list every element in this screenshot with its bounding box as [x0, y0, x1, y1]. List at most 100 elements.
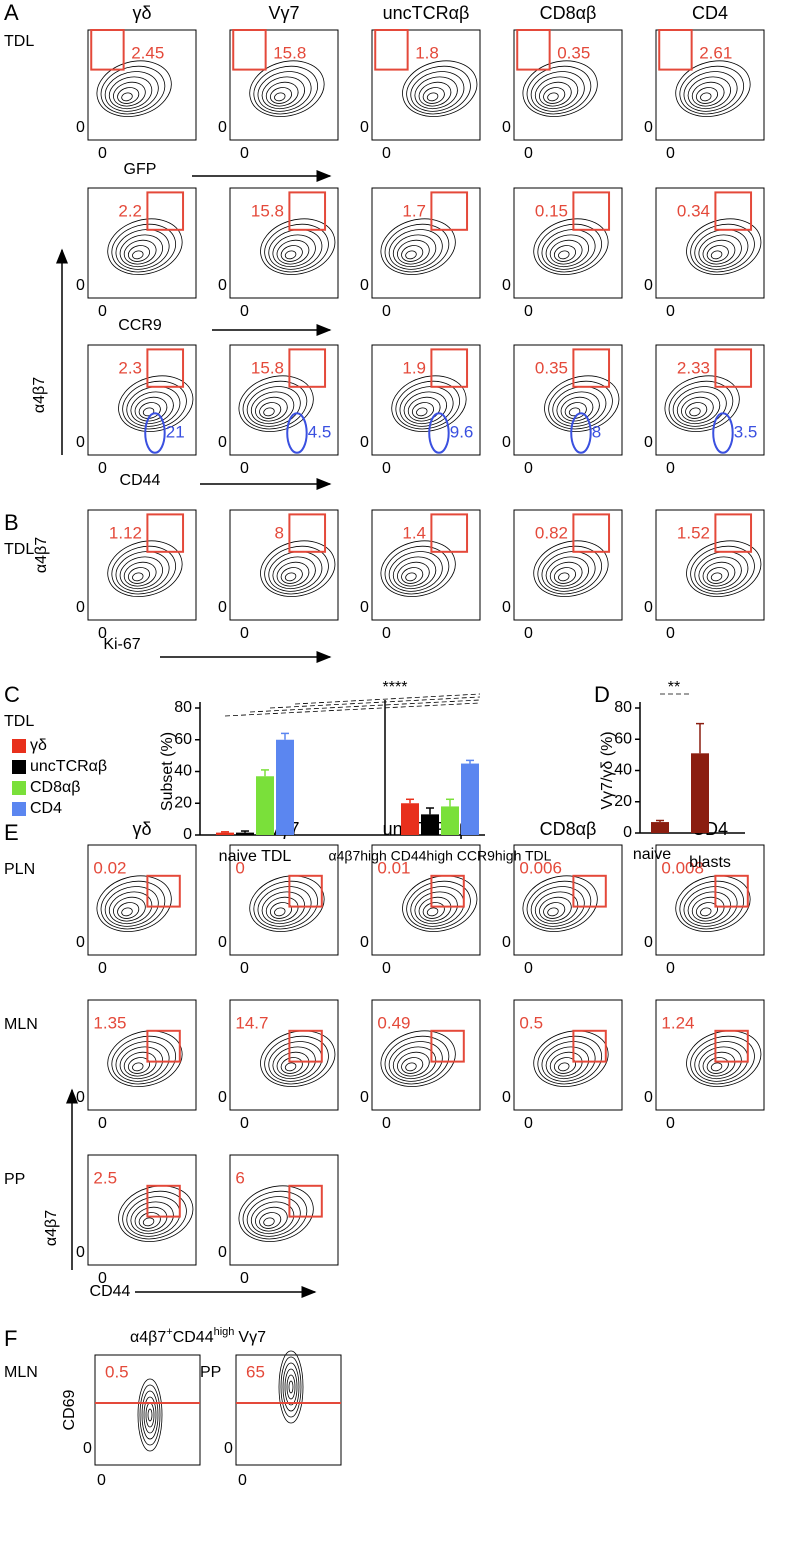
- contour-line: [130, 1201, 174, 1235]
- contour-line: [545, 556, 590, 590]
- axis-zero: 0: [666, 460, 675, 477]
- contour-line: [104, 886, 159, 927]
- contour-line: [522, 60, 598, 117]
- axis-zero: 0: [502, 599, 511, 616]
- contour-line: [250, 1201, 295, 1235]
- contour-line: [687, 76, 732, 110]
- plot-frame: [235, 1354, 342, 1466]
- plot-frame: [655, 509, 765, 621]
- contour-line: [392, 234, 437, 268]
- contour-line: [397, 239, 430, 265]
- legend-label: CD8αβ: [30, 779, 80, 796]
- y-tick-label: 0: [183, 826, 192, 843]
- contour-line: [132, 1062, 144, 1072]
- contour-line: [691, 896, 725, 922]
- contour-line: [143, 1396, 157, 1434]
- plot-frame: [513, 187, 623, 299]
- y-tick-label: 60: [614, 730, 632, 747]
- contour-line: [541, 229, 596, 270]
- contour-line: [399, 386, 454, 427]
- panel-label: C: [4, 682, 20, 707]
- gate: [572, 1029, 607, 1063]
- contour-line: [141, 1390, 159, 1440]
- contour-line: [138, 402, 161, 419]
- contour-line: [402, 875, 478, 932]
- axis-zero: 0: [360, 1089, 369, 1106]
- y-axis-label: Subset (%): [159, 732, 176, 811]
- gate: [288, 348, 327, 388]
- contour-line: [556, 391, 600, 425]
- bar: [276, 739, 294, 835]
- contour-line: [272, 556, 316, 590]
- contour-line: [683, 886, 738, 927]
- contour-line: [686, 1030, 762, 1087]
- row-label: MLN: [4, 1016, 38, 1033]
- contour-line: [391, 375, 467, 432]
- contour-line: [683, 71, 738, 112]
- axis-zero: 0: [382, 460, 391, 477]
- contour-line: [686, 218, 762, 275]
- gate: [430, 513, 469, 553]
- y-axis-label: CD69: [61, 1389, 78, 1430]
- plot-frame: [513, 344, 623, 456]
- contour-line: [107, 218, 183, 275]
- contour-line: [284, 1062, 297, 1072]
- gate: [430, 348, 469, 388]
- legend-label: γδ: [30, 737, 47, 754]
- title-part: Vγ7: [238, 1329, 266, 1346]
- gate: [288, 874, 323, 908]
- gate: [374, 29, 409, 71]
- contour-line: [104, 71, 159, 112]
- contour-line: [269, 902, 293, 919]
- axis-zero: 0: [97, 1472, 106, 1489]
- contour-line: [115, 551, 170, 592]
- plot-frame: [371, 344, 481, 456]
- contour-line: [681, 396, 714, 422]
- plot-frame: [655, 999, 765, 1111]
- axis-zero: 0: [644, 277, 653, 294]
- contour-line: [560, 396, 594, 422]
- plot-frame: [655, 187, 765, 299]
- axis-zero: 0: [76, 934, 85, 951]
- x-axis-label: CD44: [120, 472, 161, 489]
- contour-line: [242, 380, 308, 430]
- gate-value: 65: [246, 1362, 265, 1381]
- axis-zero: 0: [666, 303, 675, 320]
- x-tick-label: α4β7high CD44high CCR9high TDL: [329, 848, 552, 864]
- axis-zero: 0: [502, 119, 511, 136]
- contour-line: [142, 1217, 155, 1227]
- cd44-gate: [144, 412, 166, 454]
- axis-zero: 0: [502, 1089, 511, 1106]
- contour-line: [111, 1035, 177, 1085]
- gate: [572, 874, 607, 908]
- axis-zero: 0: [666, 145, 675, 162]
- contour-line: [280, 567, 303, 584]
- gate-value: 6: [235, 1169, 244, 1188]
- x-tick-label: naive: [633, 846, 671, 863]
- axis-zero: 0: [666, 625, 675, 642]
- contour-line: [687, 891, 732, 925]
- contour-line: [260, 218, 336, 275]
- contour-line: [127, 245, 151, 262]
- contour-line: [123, 1051, 157, 1077]
- contour-line: [694, 229, 749, 270]
- contour-line: [547, 907, 559, 917]
- plot-frame: [371, 187, 481, 299]
- gate-value: 0.35: [557, 44, 590, 63]
- axis-zero: 0: [240, 625, 249, 642]
- gate-value: 0.008: [661, 859, 704, 878]
- contour-line: [255, 1206, 288, 1232]
- axis-zero: 0: [240, 1270, 249, 1287]
- contour-line: [272, 234, 316, 268]
- axis-zero: 0: [666, 1115, 675, 1132]
- contour-line: [706, 1057, 729, 1074]
- annotation: **: [668, 679, 680, 696]
- contour-line: [257, 71, 312, 112]
- contour-line: [108, 891, 153, 925]
- gate-value: 1.7: [402, 202, 426, 221]
- column-header: γδ: [132, 819, 151, 839]
- plot-frame: [513, 29, 623, 141]
- contour-line: [280, 1356, 302, 1418]
- contour-line: [137, 1378, 163, 1452]
- contour-line: [126, 386, 181, 427]
